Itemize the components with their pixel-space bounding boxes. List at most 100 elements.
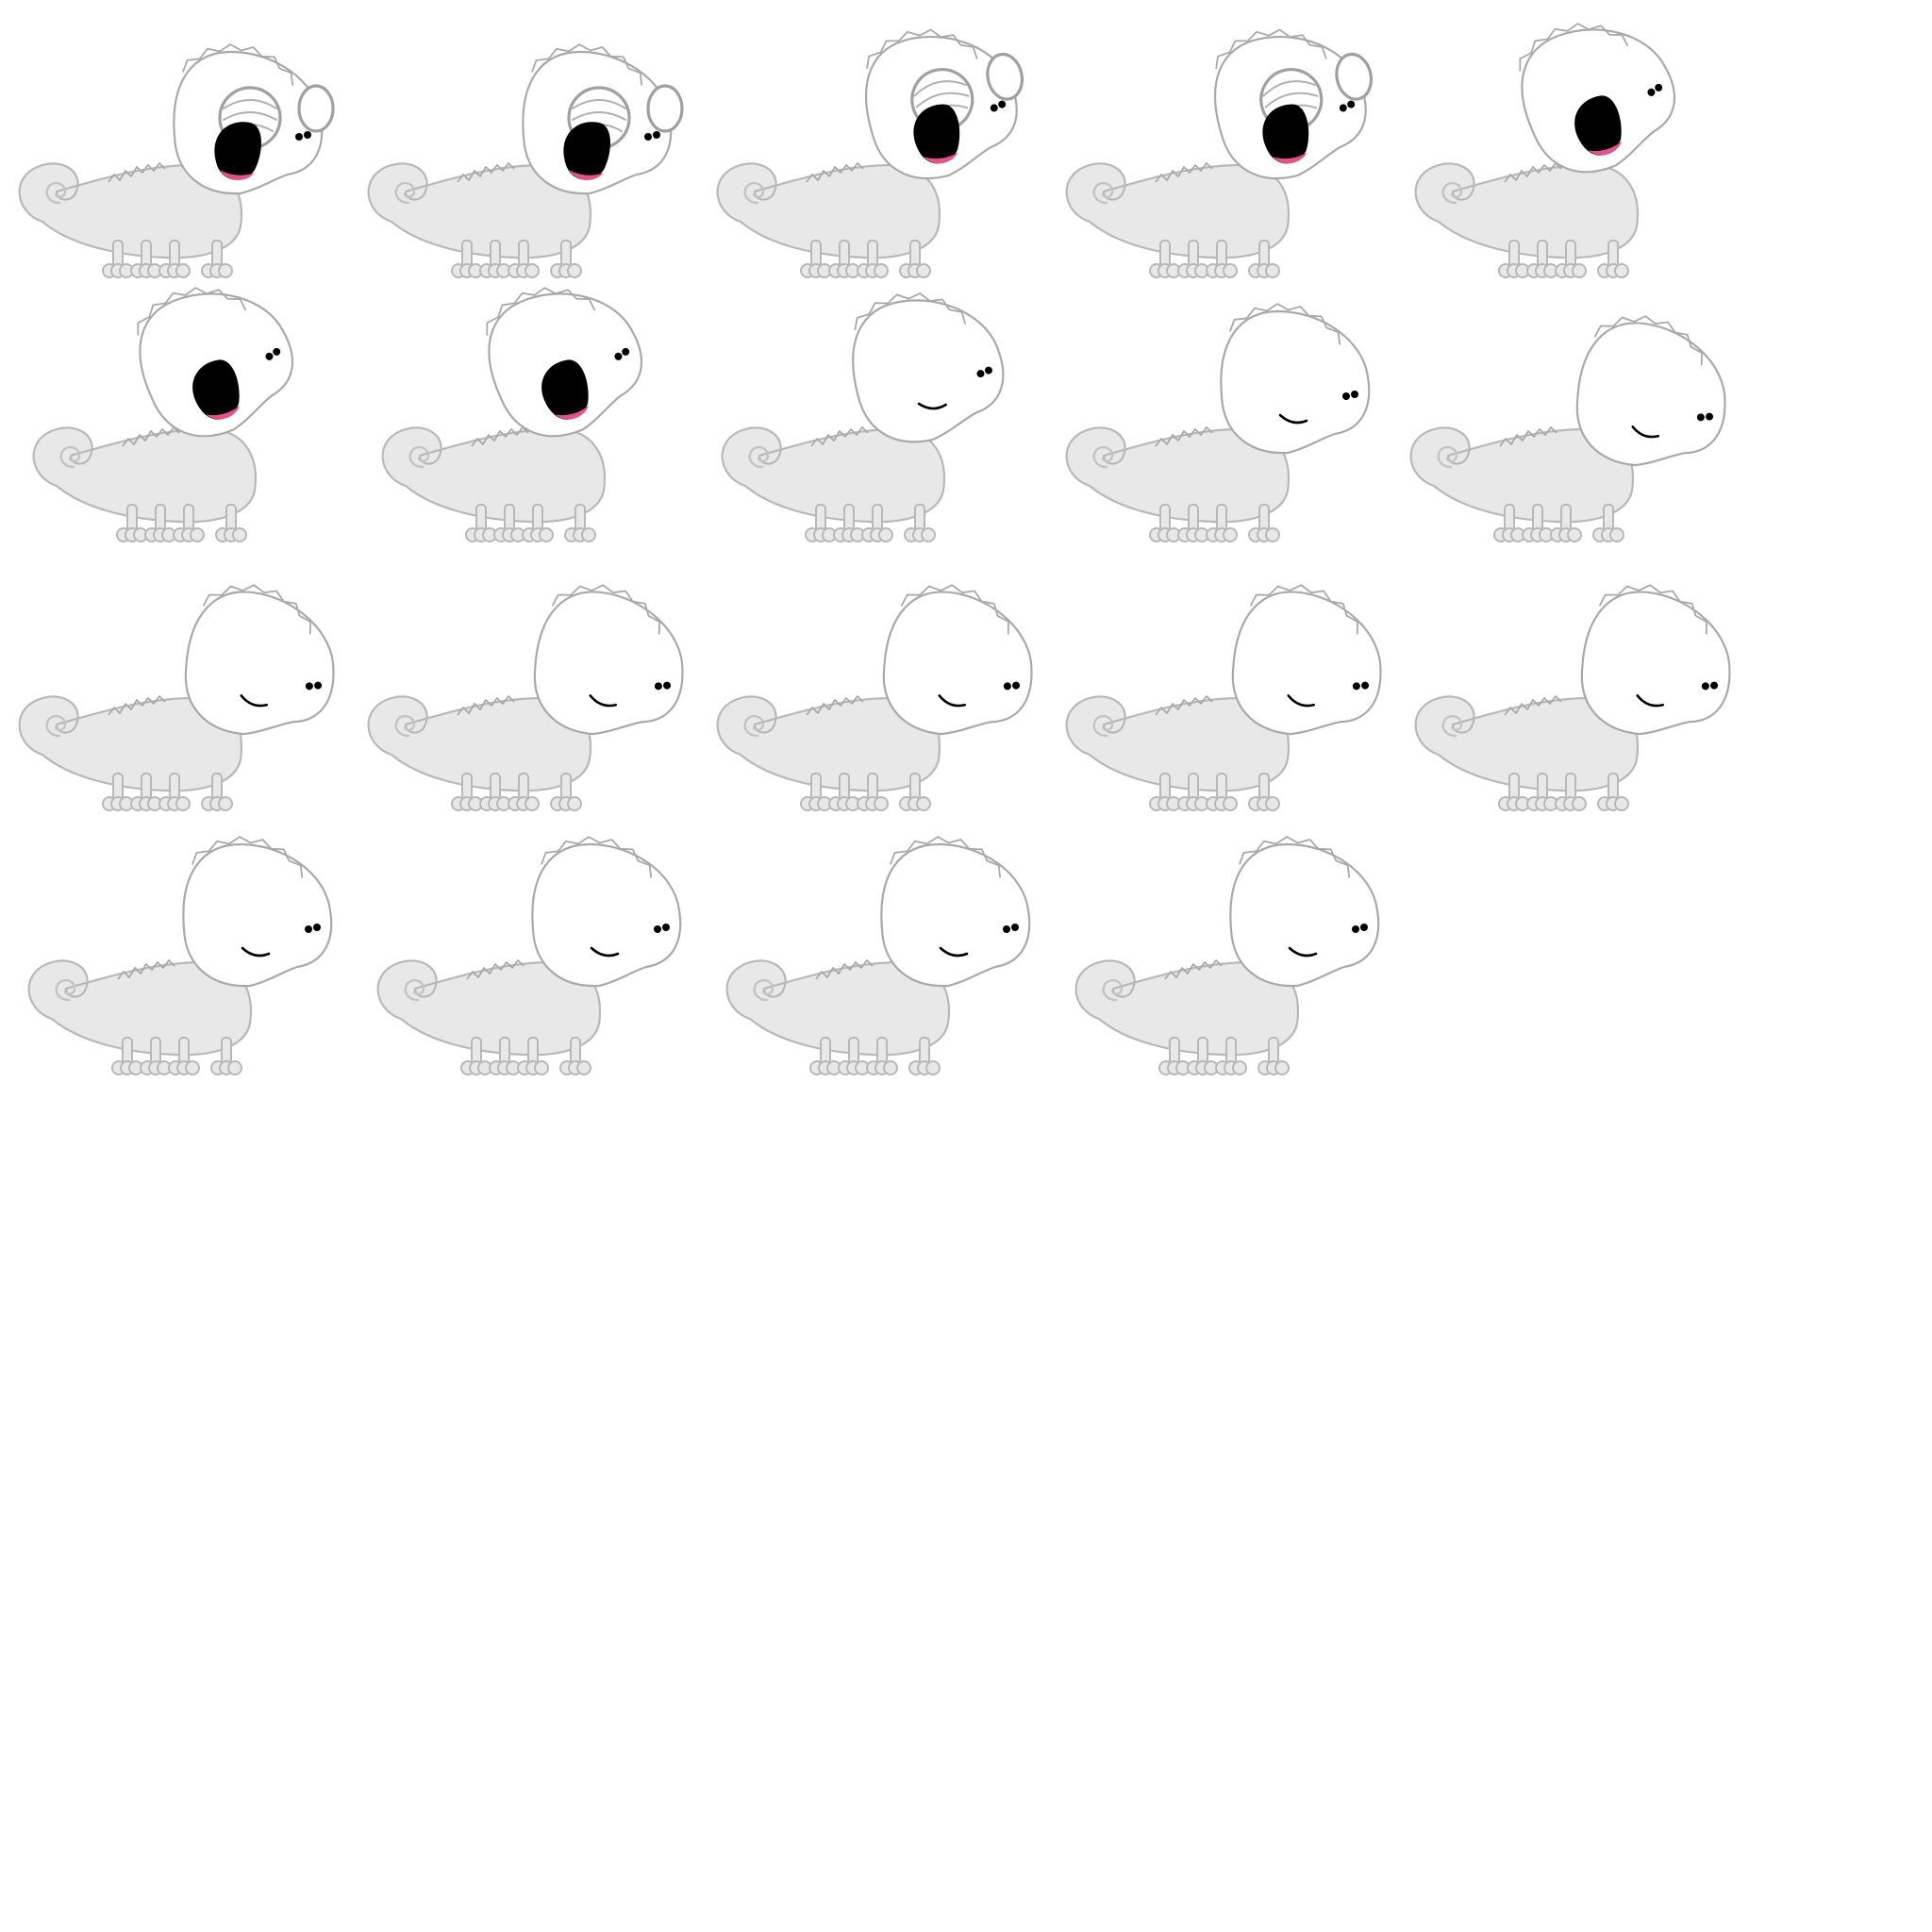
back-crest <box>1155 426 1213 447</box>
toe <box>1265 263 1280 278</box>
toe <box>232 527 247 542</box>
head-crest <box>1598 584 1707 635</box>
chameleon-head <box>486 287 643 438</box>
chameleon-head <box>880 836 1031 988</box>
chameleon-sprite <box>27 836 333 1075</box>
tongue-icon <box>220 170 255 180</box>
leg <box>575 504 586 532</box>
nostril-icon <box>305 682 313 691</box>
leg <box>839 773 850 801</box>
back-crest <box>457 695 515 716</box>
toe <box>916 796 931 811</box>
eyelid-icon <box>572 111 626 121</box>
sprite-frame-2 <box>363 24 703 292</box>
leg <box>909 240 921 268</box>
toe <box>1614 796 1629 811</box>
back-crest <box>108 162 166 183</box>
tail-spiral <box>1092 445 1114 469</box>
chameleon-sprite <box>18 584 335 811</box>
leg <box>914 504 925 532</box>
eyelid-icon <box>1264 92 1319 108</box>
leg <box>570 1037 581 1065</box>
chameleon-head <box>522 43 684 195</box>
sprite-frame-17 <box>373 821 712 1090</box>
open-mouth-icon <box>192 359 240 420</box>
leg <box>1188 504 1199 532</box>
back-crest <box>806 695 864 716</box>
back-crest <box>122 426 180 447</box>
chameleon-sprite <box>721 292 1005 542</box>
back-crest <box>117 959 175 980</box>
leg <box>1268 1037 1279 1065</box>
chameleon-body <box>1065 162 1290 259</box>
head-shape <box>1580 591 1731 736</box>
toe <box>925 1060 941 1075</box>
toe <box>175 263 191 278</box>
leg <box>1258 504 1270 532</box>
smile-icon <box>589 694 617 708</box>
nostril-icon <box>1360 924 1368 931</box>
chameleon-head <box>882 584 1033 736</box>
chameleon-sprite <box>367 584 684 811</box>
open-mouth-icon <box>541 359 589 420</box>
nostril-icon <box>1003 682 1011 691</box>
open-mouth-icon <box>1262 104 1309 164</box>
leg <box>1216 773 1227 801</box>
tail-spiral <box>55 978 76 1002</box>
leg <box>1565 773 1576 801</box>
tail-spiral <box>45 181 67 205</box>
sprite-frame-8 <box>717 288 1057 557</box>
back-crest <box>108 695 166 716</box>
back-crest <box>1164 959 1223 980</box>
toe <box>1567 527 1582 542</box>
head-crest <box>866 28 978 70</box>
sprite-frame-5 <box>1410 23 1750 292</box>
head-shape <box>852 299 1005 443</box>
back-crest <box>1504 695 1562 716</box>
leg <box>876 1037 888 1065</box>
leg <box>919 1037 930 1065</box>
nostril-icon <box>663 681 672 690</box>
leg <box>461 773 473 801</box>
nostril-icon <box>614 352 623 360</box>
toe <box>227 1060 242 1075</box>
toe <box>921 527 936 542</box>
smile-icon <box>1636 694 1664 708</box>
leg <box>1159 773 1171 801</box>
back-eye-icon <box>646 84 684 133</box>
tail-spiral <box>743 714 765 738</box>
nostril-icon <box>1352 925 1359 933</box>
leg <box>1188 773 1199 801</box>
toe <box>576 1060 591 1075</box>
leg <box>810 773 822 801</box>
leg <box>475 504 487 532</box>
back-eye-icon <box>986 52 1024 101</box>
toe <box>878 527 893 542</box>
leg <box>560 240 572 268</box>
toe <box>190 527 205 542</box>
leg <box>867 773 878 801</box>
smile-icon <box>917 402 947 410</box>
leg <box>471 1037 482 1065</box>
leg <box>848 1037 859 1065</box>
back-crest <box>1155 695 1213 716</box>
toe <box>1609 527 1624 542</box>
leg <box>490 773 501 801</box>
sprite-frame-19 <box>1071 821 1410 1090</box>
nostril-icon <box>654 925 661 933</box>
chameleon-body <box>381 426 606 524</box>
nostril-icon <box>314 681 323 690</box>
nostril-icon <box>622 347 630 356</box>
leg <box>1159 240 1171 268</box>
head-crest <box>541 836 653 878</box>
nostril-icon <box>644 133 652 141</box>
head-shape <box>880 842 1031 988</box>
tail-spiral <box>1092 181 1114 205</box>
chameleon-head <box>173 43 335 195</box>
leg <box>1532 504 1543 532</box>
toe <box>1265 527 1280 542</box>
chameleon-sprite <box>716 28 1024 278</box>
head-crest <box>202 584 311 635</box>
head-shape <box>1229 842 1380 988</box>
leg <box>1607 240 1619 268</box>
